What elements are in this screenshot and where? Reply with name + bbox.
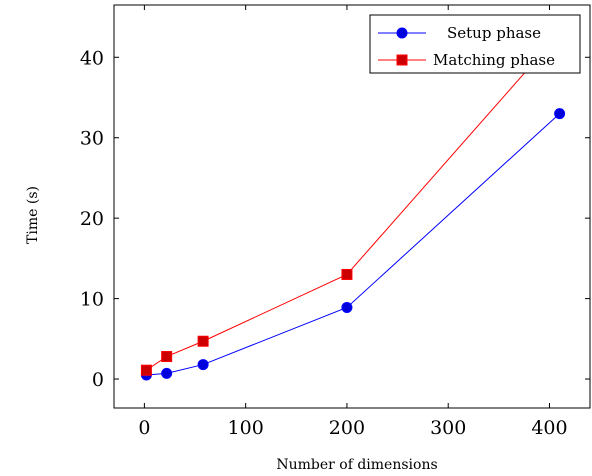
x-tick-label: 200 bbox=[329, 417, 365, 439]
legend-marker-matching bbox=[396, 54, 408, 66]
y-tick-label: 0 bbox=[92, 369, 104, 391]
x-axis-ticks: 0 100 200 300 400 bbox=[138, 5, 568, 439]
series-line-1 bbox=[146, 32, 560, 371]
data-point-setup bbox=[197, 359, 209, 371]
y-tick-label: 40 bbox=[80, 47, 104, 69]
legend-label-matching: Matching phase bbox=[433, 51, 555, 69]
x-tick-label: 400 bbox=[531, 417, 567, 439]
plot-frame bbox=[113, 4, 591, 409]
legend-marker-setup bbox=[396, 27, 408, 39]
x-tick-label: 0 bbox=[138, 417, 150, 439]
data-point-matching bbox=[341, 268, 353, 280]
legend-label-setup: Setup phase bbox=[447, 24, 541, 42]
data-point-matching bbox=[140, 364, 152, 376]
data-point-matching bbox=[161, 351, 173, 363]
y-tick-label: 10 bbox=[80, 289, 104, 311]
data-point-setup bbox=[554, 108, 566, 120]
data-point-setup bbox=[161, 367, 173, 379]
data-point-matching bbox=[197, 335, 209, 347]
y-axis-ticks: 0 10 20 30 40 bbox=[80, 47, 590, 391]
y-tick-label: 20 bbox=[80, 208, 104, 230]
y-tick-label: 30 bbox=[80, 128, 104, 150]
series-layer bbox=[140, 27, 566, 381]
x-tick-label: 300 bbox=[430, 417, 466, 439]
legend: Setup phase Matching phase bbox=[369, 14, 581, 74]
data-point-setup bbox=[341, 301, 353, 313]
y-axis-label: Time (s) bbox=[25, 186, 41, 244]
x-axis-label: Number of dimensions bbox=[276, 457, 437, 473]
x-tick-label: 100 bbox=[228, 417, 264, 439]
